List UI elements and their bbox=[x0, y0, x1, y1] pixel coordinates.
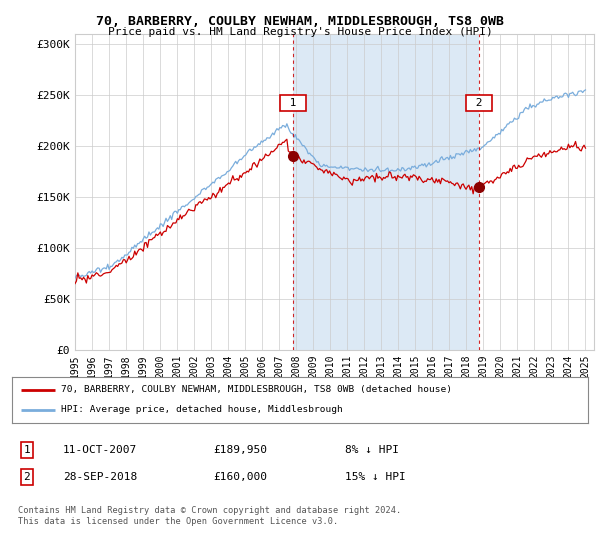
Text: 1: 1 bbox=[283, 98, 303, 108]
Text: 1: 1 bbox=[23, 445, 31, 455]
Text: 2: 2 bbox=[23, 472, 31, 482]
Text: £189,950: £189,950 bbox=[213, 445, 267, 455]
Bar bbox=[293, 34, 479, 350]
Text: 2: 2 bbox=[469, 98, 489, 108]
Text: 28-SEP-2018: 28-SEP-2018 bbox=[63, 472, 137, 482]
Text: 70, BARBERRY, COULBY NEWHAM, MIDDLESBROUGH, TS8 0WB (detached house): 70, BARBERRY, COULBY NEWHAM, MIDDLESBROU… bbox=[61, 385, 452, 394]
Text: 15% ↓ HPI: 15% ↓ HPI bbox=[345, 472, 406, 482]
Text: Contains HM Land Registry data © Crown copyright and database right 2024.
This d: Contains HM Land Registry data © Crown c… bbox=[18, 506, 401, 526]
Text: 11-OCT-2007: 11-OCT-2007 bbox=[63, 445, 137, 455]
Text: 70, BARBERRY, COULBY NEWHAM, MIDDLESBROUGH, TS8 0WB: 70, BARBERRY, COULBY NEWHAM, MIDDLESBROU… bbox=[96, 15, 504, 28]
Text: 8% ↓ HPI: 8% ↓ HPI bbox=[345, 445, 399, 455]
Text: Price paid vs. HM Land Registry's House Price Index (HPI): Price paid vs. HM Land Registry's House … bbox=[107, 27, 493, 37]
Text: £160,000: £160,000 bbox=[213, 472, 267, 482]
Text: HPI: Average price, detached house, Middlesbrough: HPI: Average price, detached house, Midd… bbox=[61, 405, 343, 414]
